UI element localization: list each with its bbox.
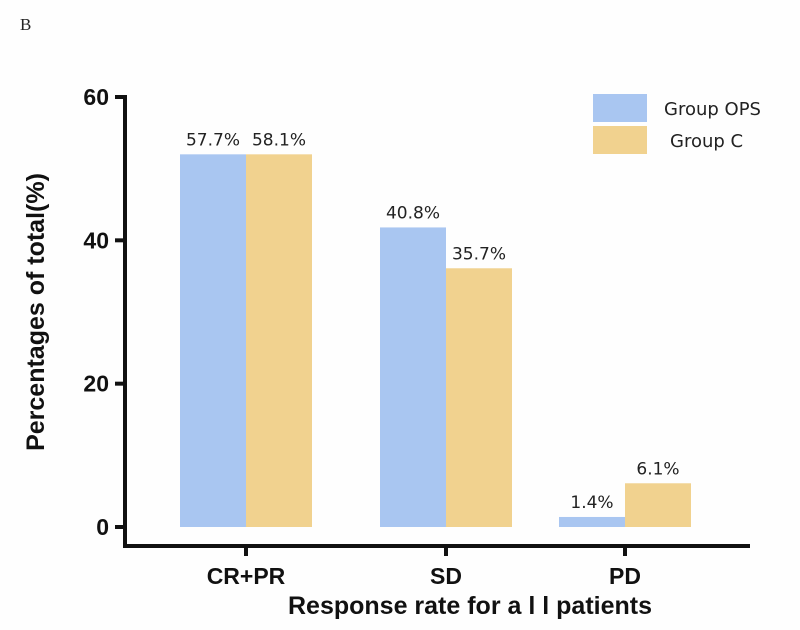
- axes: [123, 95, 750, 548]
- data-labels-layer: 57.7% 40.8% 1.4% 58.1% 35.7% 6.1%: [186, 130, 680, 513]
- category-label: PD: [609, 563, 641, 589]
- data-label: 40.8%: [386, 203, 440, 223]
- data-label: 6.1%: [636, 459, 679, 479]
- panel-label: B: [20, 15, 31, 34]
- bar-group-c: [625, 483, 691, 527]
- bar-group-ops: [180, 154, 246, 528]
- y-tick-label: 60: [83, 84, 109, 110]
- ticks-layer: 0 20 40 60 CR+PR SD PD: [83, 84, 641, 589]
- legend-swatch-group-c: [593, 126, 647, 154]
- y-tick-label: 40: [83, 227, 109, 253]
- category-label: SD: [430, 563, 462, 589]
- data-label: 1.4%: [570, 493, 613, 513]
- data-label: 57.7%: [186, 130, 240, 150]
- bar-group-ops: [559, 516, 625, 527]
- bars-layer: [180, 154, 691, 528]
- legend-label-group-c: Group C: [670, 131, 743, 152]
- bar-group-c: [446, 268, 512, 527]
- x-axis-title: Response rate for a l l patients: [288, 592, 652, 620]
- bar-group-ops: [380, 227, 446, 527]
- legend-swatch-group-ops: [593, 94, 647, 122]
- data-label: 35.7%: [452, 244, 506, 264]
- legend: Group OPS Group C: [593, 94, 761, 154]
- data-label: 58.1%: [252, 130, 306, 150]
- legend-label-group-ops: Group OPS: [664, 99, 761, 120]
- category-label: CR+PR: [207, 563, 286, 589]
- y-tick-label: 0: [96, 514, 109, 540]
- y-axis-title: Percentages of total(%): [22, 173, 50, 451]
- y-tick-label: 20: [83, 371, 109, 397]
- bar-group-c: [246, 154, 312, 528]
